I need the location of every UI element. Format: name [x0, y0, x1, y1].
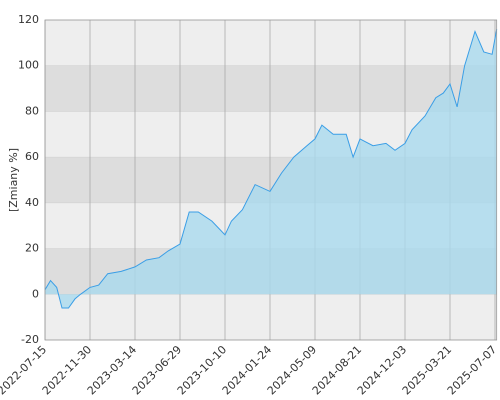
band [45, 65, 497, 112]
y-tick-label: 20 [25, 242, 39, 255]
y-tick-label: 120 [18, 13, 39, 26]
plot-frame [44, 19, 498, 341]
y-tick-label: 100 [18, 59, 39, 72]
band [45, 20, 497, 66]
band [45, 294, 497, 340]
line [44, 29, 498, 309]
y-tick-label: 40 [25, 196, 39, 209]
y-tick-label: 0 [32, 287, 39, 300]
y-tick-label: 60 [25, 150, 39, 163]
y-tick-label: -20 [21, 333, 39, 346]
y-axis-label: [Zmiany %] [7, 148, 20, 212]
area [45, 29, 497, 308]
y-tick-label: 80 [25, 104, 39, 117]
